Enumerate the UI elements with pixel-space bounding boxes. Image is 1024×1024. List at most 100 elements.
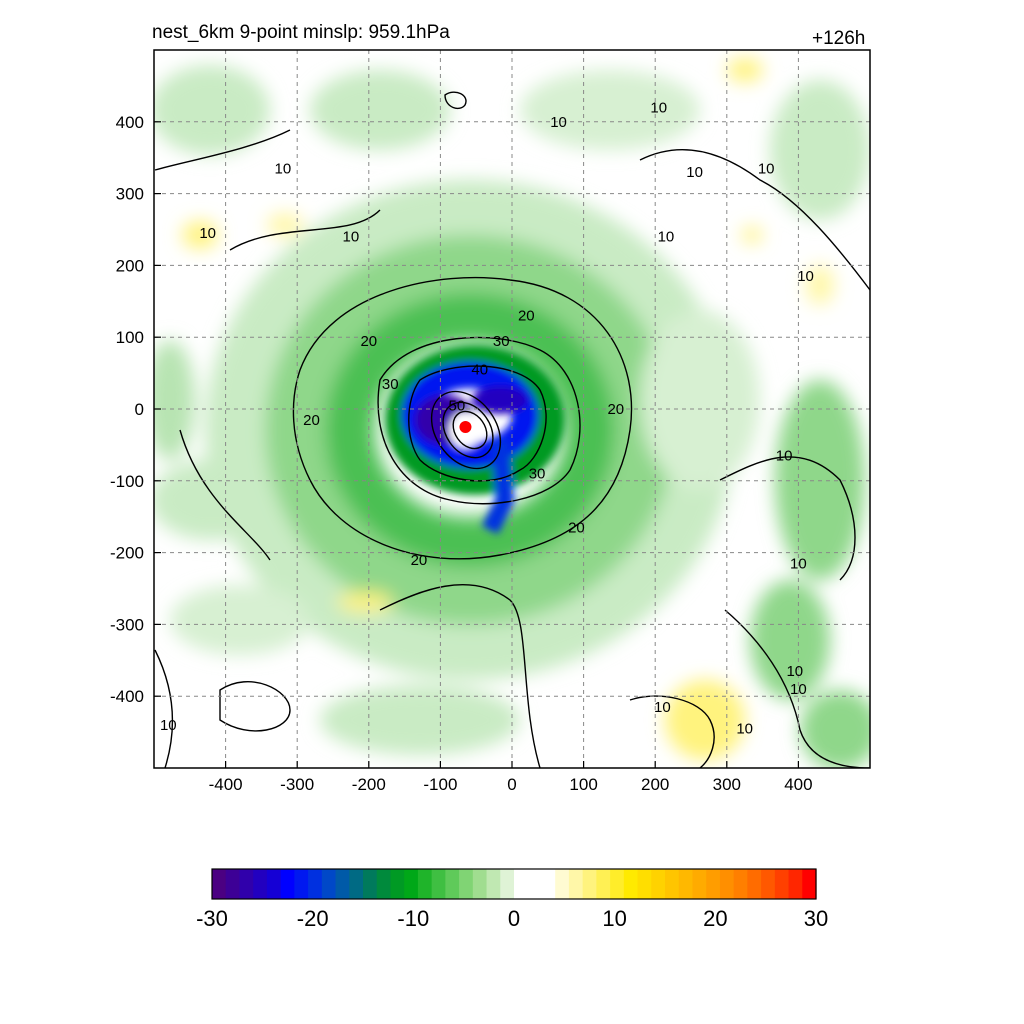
colorbar-swatch [417, 869, 433, 899]
contour-label: 20 [303, 412, 320, 429]
colorbar-swatch [596, 869, 611, 899]
colorbar-swatch [788, 869, 803, 899]
colorbar-swatch [637, 869, 652, 899]
colorbar-swatch [651, 869, 666, 899]
storm-center-marker [459, 420, 472, 433]
contour-label: 10 [658, 229, 675, 246]
colorbar-swatch [390, 869, 405, 899]
colorbar-tick-label: -20 [297, 906, 329, 931]
contour-label: 30 [382, 376, 399, 393]
contour-label: 10 [758, 160, 775, 177]
contour-label: 30 [529, 466, 546, 483]
x-tick-label: -200 [352, 775, 386, 794]
colorbar-swatch [692, 869, 707, 899]
contour-label: 10 [797, 268, 814, 285]
colorbar-swatch [239, 869, 254, 899]
colorbar-swatch [294, 869, 309, 899]
contour-label: 10 [550, 114, 567, 131]
y-tick-label: 100 [116, 328, 144, 347]
colorbar-swatch [541, 869, 556, 899]
x-tick-label: 200 [641, 775, 669, 794]
contour-label: 40 [471, 362, 488, 379]
storm-center-layer [459, 420, 472, 433]
contour-label: 10 [686, 164, 703, 181]
colorbar-swatch [733, 869, 748, 899]
contour-label: 30 [493, 333, 510, 350]
y-tick-label: 300 [116, 185, 144, 204]
contour-label: 10 [790, 555, 807, 572]
colorbar-swatch [555, 869, 570, 899]
colorbar-swatch [802, 869, 817, 899]
colorbar-swatch [321, 869, 337, 899]
colorbar-swatch [678, 869, 694, 899]
colorbar-swatch [514, 869, 529, 899]
colorbar-swatch [719, 869, 735, 899]
colorbar-swatch [404, 869, 419, 899]
y-tick-label: -400 [110, 687, 144, 706]
colorbar-swatch [308, 869, 323, 899]
contour-label: 20 [360, 333, 377, 350]
y-tick-label: 400 [116, 113, 144, 132]
colorbar-swatch [335, 869, 350, 899]
y-tick-label: 200 [116, 256, 144, 275]
colorbar-swatch [623, 869, 639, 899]
contour-label: 20 [568, 519, 585, 536]
contour-label: 20 [607, 401, 624, 418]
contour-label: 10 [160, 717, 177, 734]
contour-label: 10 [650, 99, 667, 116]
colorbar-swatch [774, 869, 790, 899]
plot-frame [153, 49, 871, 769]
contour-label: 20 [411, 552, 428, 569]
x-tick-label: 100 [569, 775, 597, 794]
colorbar-tick-label: 20 [703, 906, 727, 931]
x-tick-label: 400 [784, 775, 812, 794]
contour-label: 10 [736, 721, 753, 738]
colorbar-tick-label: -10 [397, 906, 429, 931]
colorbar-swatch [568, 869, 584, 899]
y-tick-label: -200 [110, 544, 144, 563]
contour-label: 10 [343, 229, 360, 246]
y-tick-label: -100 [110, 472, 144, 491]
colorbar-swatch [431, 869, 446, 899]
axis-tick-labels: -400 -300 -200 -100 0 100 200 300 400 400 300 200 10… [110, 113, 813, 794]
colorbar-swatch [610, 869, 625, 899]
colorbar-tick-label: 0 [508, 906, 520, 931]
colorbar-swatch [376, 869, 392, 899]
colorbar: -30 -20 -10 0 10 20 30 [196, 868, 828, 931]
colorbar-tick-label: 30 [804, 906, 828, 931]
colorbar-swatch [266, 869, 282, 899]
colorbar-swatch [582, 869, 597, 899]
x-tick-label: 0 [507, 775, 516, 794]
colorbar-swatch [706, 869, 721, 899]
chart-title: nest_6km 9-point minslp: 959.1hPa [152, 22, 450, 43]
colorbar-swatch [472, 869, 488, 899]
colorbar-swatch [527, 869, 543, 899]
colorbar-swatch [349, 869, 364, 899]
x-tick-label: 300 [713, 775, 741, 794]
colorbar-swatch [761, 869, 776, 899]
colorbar-swatch [445, 869, 460, 899]
colorbar-swatch [500, 869, 515, 899]
colorbar-swatch [253, 869, 268, 899]
contour-label: 10 [790, 681, 807, 698]
colorbar-swatch [280, 869, 295, 899]
forecast-hour-label: +126h [812, 28, 866, 49]
x-tick-label: -100 [423, 775, 457, 794]
colorbar-swatch [225, 869, 241, 899]
colorbar-swatch [459, 869, 474, 899]
contour-label: 10 [786, 663, 803, 680]
contour-label: 10 [654, 699, 671, 716]
contour-label: 50 [449, 397, 466, 414]
colorbar-frame [211, 868, 817, 900]
y-tick-label: -300 [110, 615, 144, 634]
contour-label: 10 [776, 448, 793, 465]
contour-label: 10 [275, 160, 292, 177]
shaded-field [154, 50, 870, 768]
colorbar-swatch [486, 869, 501, 899]
x-tick-label: -400 [209, 775, 243, 794]
colorbar-swatch [665, 869, 680, 899]
x-tick-label: -300 [280, 775, 314, 794]
colorbar-tick-label: -30 [196, 906, 228, 931]
